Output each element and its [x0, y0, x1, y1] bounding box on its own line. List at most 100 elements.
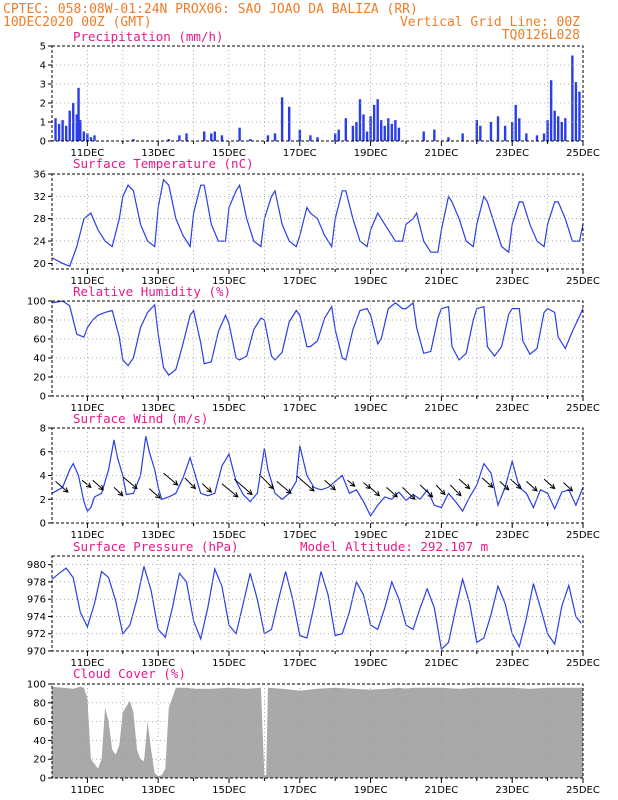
x-tick-label: 21DEC [425, 530, 459, 541]
precip-bar [287, 106, 291, 141]
precip-bar [496, 116, 500, 141]
x-tick-label: 15DEC [212, 403, 246, 414]
series-line [51, 436, 584, 518]
precip-bar [514, 104, 517, 141]
x-tick-label: 11DEC [71, 276, 105, 287]
wind-arrow [163, 472, 179, 486]
precip-bar [280, 97, 284, 141]
x-tick-label: 23DEC [495, 785, 529, 796]
precip-bar [358, 99, 362, 141]
y-tick-label: 24 [33, 237, 46, 248]
precip-bar [549, 80, 553, 141]
precip-bar [362, 114, 365, 141]
precip-bar [560, 122, 563, 141]
cloud-cover-panel: Cloud Cover (%) 0 20 40 60 80 100 11DEC 13DEC 15… [27, 666, 600, 796]
y-tick-label: 4 [40, 471, 46, 482]
precip-bar [61, 120, 64, 141]
precip-bar [518, 118, 521, 141]
x-tick-label: 21DEC [425, 148, 459, 159]
precip-bar [372, 104, 376, 141]
wind-arrow [419, 484, 434, 498]
x-tick-label: 19DEC [354, 530, 388, 541]
wind-arrow [363, 482, 372, 490]
y-tick-label: 2 [40, 99, 46, 110]
precip-bar [535, 135, 539, 141]
wind-arrow [526, 481, 538, 492]
precip-bar [75, 114, 78, 141]
precip-bar [57, 123, 61, 141]
y-tick-label: 28 [33, 214, 46, 225]
wind-arrow [435, 484, 446, 496]
panel-frame [51, 300, 584, 397]
y-tick-label: 60 [33, 335, 46, 346]
precip-bar [273, 133, 277, 141]
x-tick-label: 17DEC [283, 658, 317, 669]
precip-bar [553, 110, 556, 141]
y-tick-label: 60 [33, 717, 46, 728]
y-tick-label: 0 [40, 137, 46, 148]
precip-bar [564, 118, 567, 141]
y-tick-label: 8 [40, 424, 46, 435]
panel-frame [51, 427, 584, 524]
y-tick-label: 974 [27, 612, 46, 623]
x-tick-label: 23DEC [495, 403, 529, 414]
x-tick-label: 19DEC [354, 403, 388, 414]
wind-arrow [276, 481, 292, 494]
panel-frame [51, 555, 584, 652]
y-tick-label: 3 [40, 80, 46, 91]
temperature-panel: Surface Temperature (nC) 20 24 28 32 36 11DEC… [33, 156, 600, 287]
x-tick-label: 25DEC [566, 276, 600, 287]
model-altitude-annotation: Model Altitude: 292.107 m [300, 539, 488, 554]
y-tick-label: 4 [40, 61, 46, 72]
precip-bar [68, 110, 71, 141]
precip-bar [185, 133, 188, 141]
precip-bar [355, 122, 358, 141]
y-tick-label: 36 [33, 170, 46, 181]
wind-arrow [324, 479, 336, 491]
y-tick-label: 2 [40, 495, 46, 506]
precip-bar [394, 120, 397, 141]
x-tick-label: 25DEC [566, 530, 600, 541]
header-station-line: CPTEC: 058:08W-01:24N PROX06: SAO JOAO D… [3, 2, 418, 17]
precip-bar [79, 120, 82, 141]
y-tick-label: 40 [33, 736, 46, 747]
precip-bar [249, 139, 252, 141]
y-tick-label: 40 [33, 354, 46, 365]
precip-bar [77, 87, 80, 141]
y-tick-label: 80 [33, 698, 46, 709]
x-tick-label: 19DEC [354, 276, 388, 287]
precip-bar [397, 127, 401, 141]
wind-arrow [113, 487, 124, 497]
cloud-cover-area [52, 686, 583, 778]
y-tick-label: 976 [27, 595, 46, 606]
precip-bar [503, 125, 507, 141]
x-tick-label: 15DEC [212, 658, 246, 669]
wind-panel: Surface Wind (m/s) 0 2 4 6 8 11DEC 13DEC 15DEC 1… [40, 411, 600, 541]
header-model-id: TQ0126L028 [502, 28, 580, 43]
precip-bar [365, 131, 369, 141]
y-tick-label: 0 [40, 392, 46, 403]
precip-bar [132, 139, 135, 141]
panel-frame [51, 173, 584, 270]
x-tick-label: 13DEC [141, 785, 175, 796]
x-tick-label: 19DEC [354, 785, 388, 796]
precip-bar [89, 137, 93, 141]
series-line [51, 178, 584, 267]
header-date-line: 10DEC2020 00Z (GMT) [3, 15, 152, 30]
cloud-cover-title: Cloud Cover (%) [73, 666, 186, 681]
precip-bar [54, 118, 57, 141]
x-tick-label: 25DEC [566, 148, 600, 159]
y-tick-label: 5 [40, 42, 46, 53]
precip-bar [571, 55, 574, 141]
precip-bar [422, 131, 425, 141]
x-tick-label: 19DEC [354, 658, 388, 669]
precip-bar [316, 137, 319, 141]
series-line [51, 566, 582, 651]
y-tick-label: 20 [33, 259, 46, 270]
x-tick-label: 13DEC [141, 530, 175, 541]
x-tick-label: 17DEC [283, 403, 317, 414]
x-tick-label: 25DEC [566, 403, 600, 414]
x-tick-label: 23DEC [495, 530, 529, 541]
x-tick-label: 25DEC [566, 658, 600, 669]
wind-arrow [481, 477, 494, 489]
